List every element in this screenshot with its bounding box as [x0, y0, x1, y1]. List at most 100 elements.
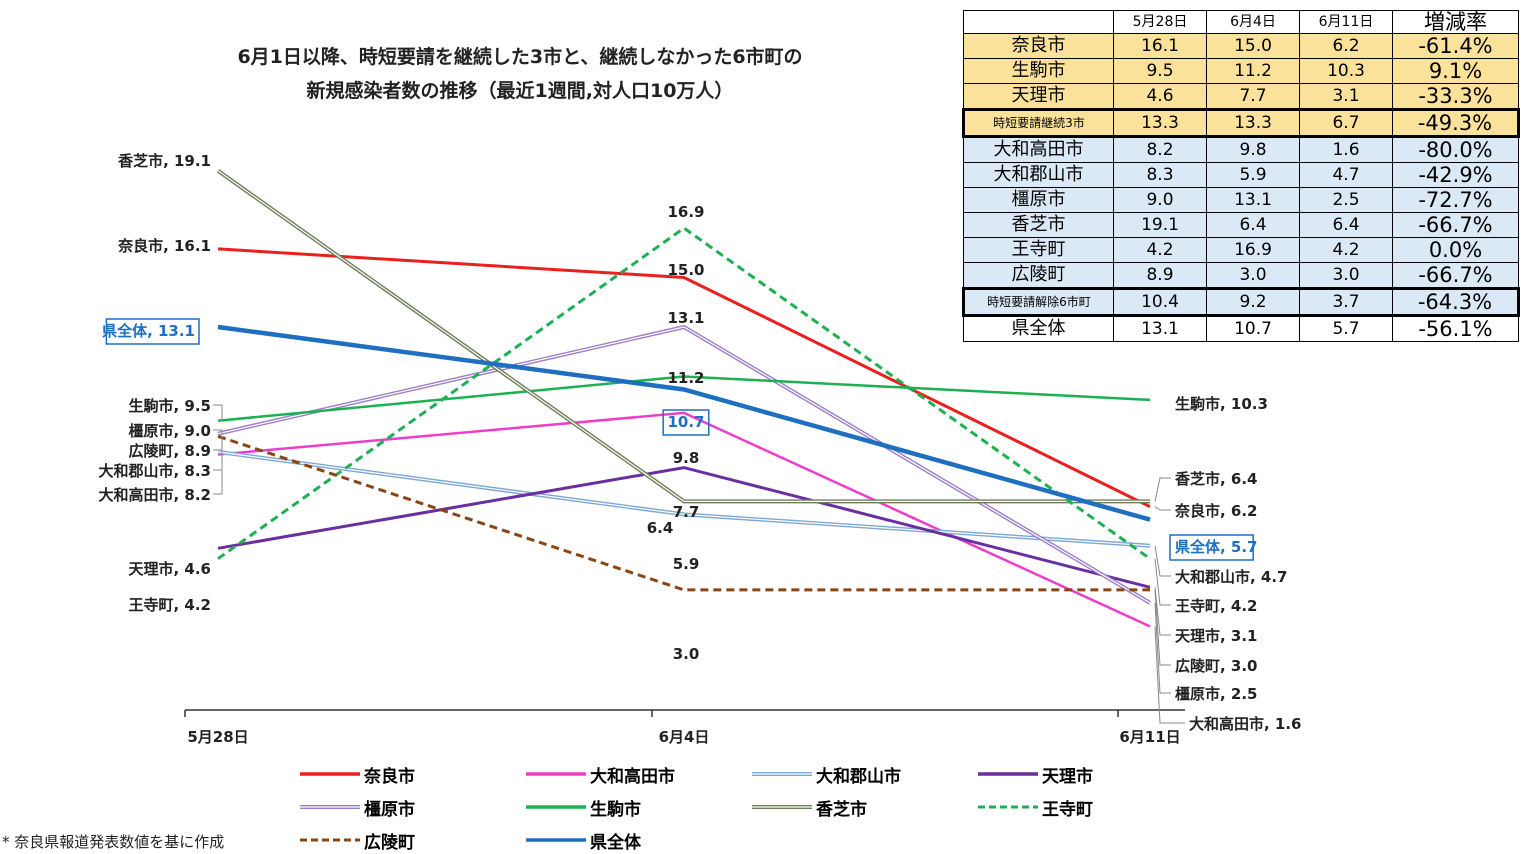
table-row-label: 生駒市	[963, 58, 1114, 84]
series-line	[217, 466, 1151, 589]
table-cell: 16.1	[1113, 33, 1207, 59]
summary-table: 5月28日 6月4日 6月11日 増減率 奈良市 16.1 15.0 6.2 -61.4% 生駒…	[962, 10, 1520, 342]
table-row-label: 大和郡山市	[963, 162, 1114, 188]
table-cell: 3.7	[1299, 287, 1393, 317]
legend-item: 奈良市	[298, 761, 415, 787]
series-line	[217, 226, 1151, 560]
end-label: 王寺町, 4.2	[1175, 597, 1258, 615]
table-cell: 13.3	[1113, 108, 1207, 138]
table-cell: -56.1%	[1392, 315, 1519, 342]
start-label: 天理市, 4.6	[129, 560, 212, 578]
legend-label: 大和郡山市	[816, 766, 901, 787]
table-row: 大和高田市 8.2 9.8 1.6 -80.0%	[963, 136, 1519, 163]
legend-label: 王寺町	[1042, 799, 1093, 820]
mid-label: 11.2	[667, 369, 704, 387]
table-cell: 9.2	[1206, 287, 1300, 317]
table-cell: 0.0%	[1392, 237, 1519, 263]
table-cell: 13.1	[1113, 315, 1207, 342]
start-label: 大和郡山市, 8.3	[99, 462, 212, 480]
end-label: 香芝市, 6.4	[1175, 470, 1258, 488]
start-label: 大和高田市, 8.2	[99, 486, 212, 504]
mid-label: 7.7	[673, 503, 700, 521]
legend-swatch	[752, 772, 812, 776]
table-subtotal-row: 時短要請継続3市 13.3 13.3 6.7 -49.3%	[962, 108, 1520, 138]
legend-item: 生駒市	[524, 794, 641, 820]
legend-label: 香芝市	[816, 799, 867, 820]
table-cell: 4.2	[1113, 237, 1207, 263]
mid-label: 6.4	[647, 519, 674, 537]
table-cell: 6.2	[1299, 33, 1393, 59]
start-label: 橿原市, 9.0	[129, 422, 212, 440]
series-line-inner	[217, 170, 1150, 502]
legend-swatch	[300, 838, 360, 842]
start-label: 王寺町, 4.2	[129, 596, 212, 614]
table-cell: 9.1%	[1392, 58, 1519, 84]
mid-label: 9.8	[673, 449, 700, 467]
table-cell: -64.3%	[1392, 287, 1520, 317]
mid-label: 15.0	[667, 261, 704, 279]
label-box	[1169, 534, 1254, 561]
table-row-label: 広陵町	[963, 262, 1114, 289]
table-cell: -72.7%	[1392, 187, 1519, 213]
table-row: 広陵町 8.9 3.0 3.0 -66.7%	[963, 262, 1519, 289]
table-cell: 15.0	[1206, 33, 1300, 59]
table-header-cell	[963, 10, 1114, 34]
series-line	[217, 411, 1151, 628]
legend-item: 橿原市	[298, 794, 415, 820]
table-cell: 6.7	[1299, 108, 1393, 138]
end-label: 天理市, 3.1	[1175, 627, 1258, 645]
table-row-label: 天理市	[963, 83, 1114, 110]
end-label: 橿原市, 2.5	[1175, 685, 1258, 703]
legend-swatch	[526, 772, 586, 776]
legend-item: 大和郡山市	[750, 761, 901, 787]
table-cell: -33.3%	[1392, 83, 1519, 110]
legend-swatch	[752, 805, 812, 809]
mid-label: 13.1	[667, 309, 704, 327]
table-cell: 4.7	[1299, 162, 1393, 188]
table-header-cell: 6月11日	[1299, 10, 1393, 34]
table-row: 生駒市 9.5 11.2 10.3 9.1%	[963, 58, 1519, 84]
label-leader	[213, 404, 223, 421]
legend-label: 広陵町	[364, 832, 415, 853]
table-row-label: 奈良市	[963, 33, 1114, 59]
table-cell: 1.6	[1299, 136, 1393, 163]
label-leader	[1154, 506, 1171, 511]
table-row-label: 県全体	[963, 315, 1114, 342]
table-cell: 6.4	[1299, 212, 1393, 238]
table-header-cell: 6月4日	[1206, 10, 1300, 34]
table-row: 香芝市 19.1 6.4 6.4 -66.7%	[963, 212, 1519, 238]
legend-label: 大和高田市	[590, 766, 675, 787]
end-label: 生駒市, 10.3	[1175, 395, 1268, 413]
legend-swatch	[526, 805, 586, 809]
end-label: 大和郡山市, 4.7	[1175, 568, 1288, 586]
table-cell: 8.3	[1113, 162, 1207, 188]
table-cell: -61.4%	[1392, 33, 1519, 59]
table-row: 天理市 4.6 7.7 3.1 -33.3%	[963, 83, 1519, 110]
table-cell: 8.9	[1113, 262, 1207, 289]
table-cell: 5.9	[1206, 162, 1300, 188]
legend-label: 天理市	[1042, 766, 1093, 787]
chart-title-line1: 6月1日以降、時短要請を継続した3市と、継続しなかった6市町の	[237, 46, 803, 68]
legend-item: 県全体	[524, 827, 641, 853]
table-cell: 10.4	[1113, 287, 1207, 317]
table-header-cell: 5月28日	[1113, 10, 1207, 34]
label-leader	[1154, 545, 1171, 577]
table-row-label: 王寺町	[963, 237, 1114, 263]
table-cell: 13.1	[1206, 187, 1300, 213]
end-label: 広陵町, 3.0	[1175, 657, 1258, 675]
legend-item: 天理市	[976, 761, 1093, 787]
mid-label: 16.9	[667, 203, 704, 221]
table-row-label: 時短要請継続3市	[962, 108, 1114, 138]
series-line	[217, 375, 1151, 422]
table-cell: 19.1	[1113, 212, 1207, 238]
label-leader	[1154, 477, 1171, 502]
table-header-row: 5月28日 6月4日 6月11日 増減率	[963, 10, 1519, 34]
legend-label: 橿原市	[364, 799, 415, 820]
start-label: 生駒市, 9.5	[129, 397, 212, 415]
mid-label: 5.9	[673, 555, 700, 573]
table-cell: 3.0	[1299, 262, 1393, 289]
end-label: 奈良市, 6.2	[1174, 502, 1258, 520]
table-cell: 4.2	[1299, 237, 1393, 263]
legend-swatch	[978, 805, 1038, 809]
